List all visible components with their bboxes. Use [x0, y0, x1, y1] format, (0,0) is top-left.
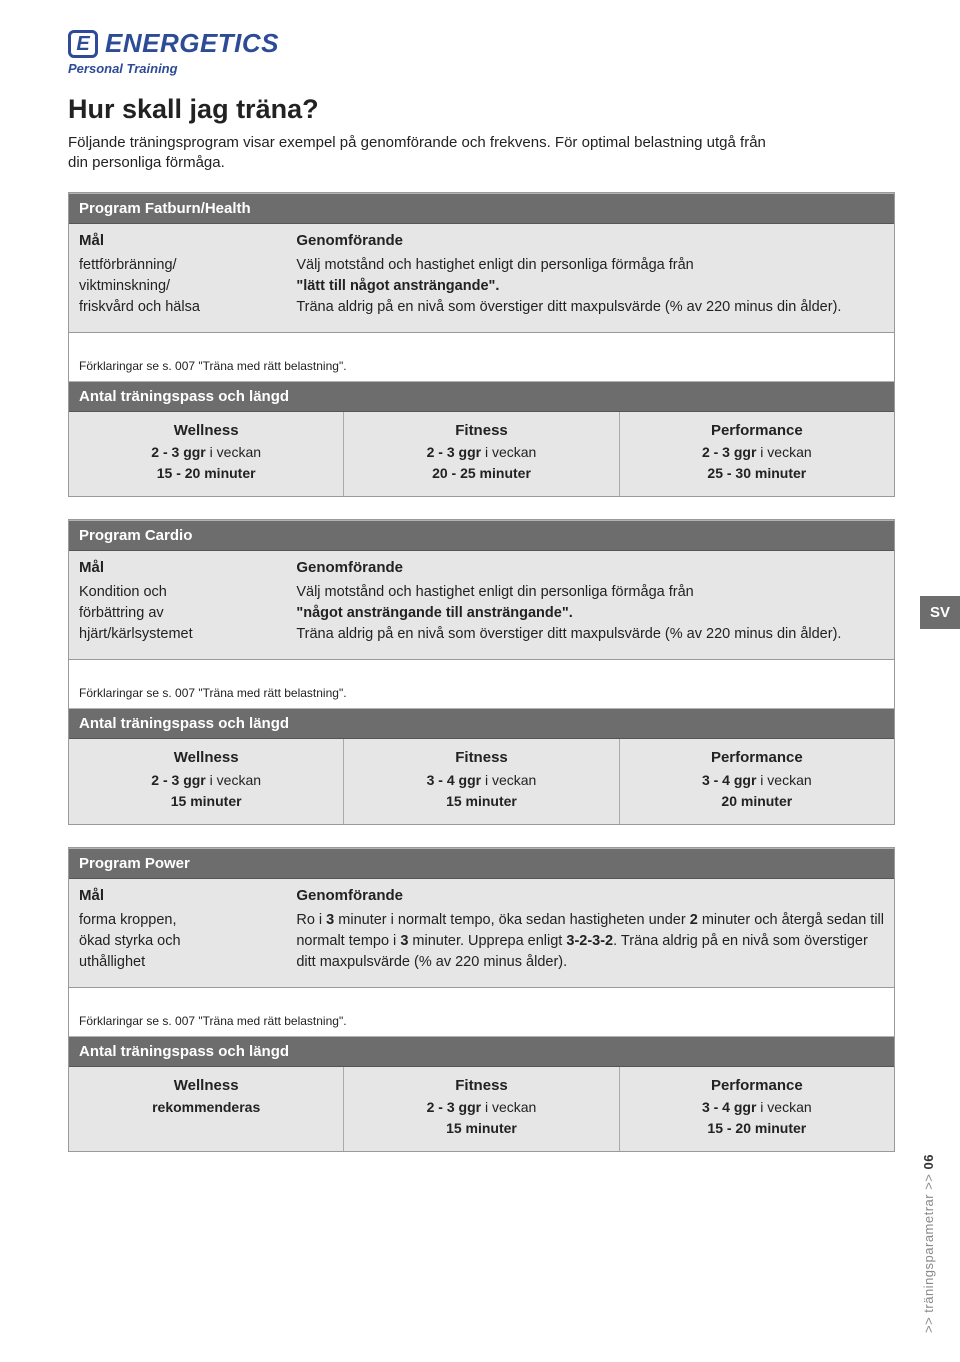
- level-name: Performance: [626, 747, 888, 770]
- level-name: Fitness: [350, 1075, 612, 1098]
- program-footnote: Förklaringar se s. 007 "Träna med rätt b…: [69, 333, 894, 381]
- goal-text: fettförbränning/viktminskning/friskvård …: [79, 255, 286, 318]
- level-cell: Performance3 - 4 ggr i veckan 15 - 20 min…: [619, 1067, 894, 1152]
- level-name: Wellness: [75, 1075, 337, 1098]
- program-footnote: Förklaringar se s. 007 "Träna med rätt b…: [69, 660, 894, 708]
- program-title-bar: Program Fatburn/Health: [69, 193, 894, 224]
- level-duration: 15 minuter: [75, 791, 337, 812]
- logo-mark-icon: E: [68, 30, 98, 58]
- level-name: Wellness: [75, 747, 337, 770]
- page-title: Hur skall jag träna?: [68, 94, 895, 125]
- sessions-header-bar: Antal träningspass och längd: [69, 1036, 894, 1067]
- level-duration: 15 minuter: [350, 1118, 612, 1139]
- level-frequency: 2 - 3 ggr i veckan: [427, 444, 537, 460]
- level-duration: 20 minuter: [626, 791, 888, 812]
- level-cell: Fitness2 - 3 ggr i veckan 15 minuter: [343, 1067, 618, 1152]
- execution-heading: Genomförande: [296, 559, 884, 576]
- goal-text: Kondition ochförbättring avhjärt/kärlsys…: [79, 582, 286, 645]
- sessions-header-bar: Antal träningspass och längd: [69, 708, 894, 739]
- program-title-bar: Program Cardio: [69, 520, 894, 551]
- level-frequency: rekommenderas: [152, 1099, 260, 1115]
- sessions-header-bar: Antal träningspass och längd: [69, 381, 894, 412]
- program-block: Program Cardio Mål Kondition ochförbättrin…: [68, 519, 895, 825]
- program-title-bar: Program Power: [69, 848, 894, 879]
- page-container: E ENERGETICS Personal Training Hur skall…: [0, 0, 960, 1214]
- program-goal-exec-row: Mål fettförbränning/viktminskning/friskvå…: [69, 224, 894, 333]
- sessions-levels-row: Wellness2 - 3 ggr i veckan15 - 20 minute…: [69, 412, 894, 497]
- level-duration: 15 minuter: [350, 791, 612, 812]
- level-name: Wellness: [75, 420, 337, 443]
- level-cell: Wellnessrekommenderas: [69, 1067, 343, 1152]
- program-goal-exec-row: Mål Kondition ochförbättring avhjärt/kärl…: [69, 551, 894, 660]
- brand-logo: E ENERGETICS Personal Training: [68, 28, 895, 76]
- execution-text: Välj motstånd och hastighet enligt din p…: [296, 582, 884, 645]
- goal-heading: Mål: [79, 559, 286, 576]
- program-goal-exec-row: Mål forma kroppen,ökad styrka ochuthållig…: [69, 879, 894, 988]
- sessions-levels-row: WellnessrekommenderasFitness2 - 3 ggr i …: [69, 1067, 894, 1152]
- level-frequency: 3 - 4 ggr i veckan: [702, 772, 812, 788]
- level-cell: Performance 3 - 4 ggr i veckan 20 minuter: [619, 739, 894, 824]
- level-duration: 15 - 20 minuter: [75, 463, 337, 484]
- execution-text: Välj motstånd och hastighet enligt din p…: [296, 255, 884, 318]
- logo-tagline: Personal Training: [68, 61, 895, 76]
- side-page-label: >> träningsparametrar >> 06: [921, 1154, 936, 1333]
- execution-heading: Genomförande: [296, 887, 884, 904]
- level-name: Fitness: [350, 420, 612, 443]
- execution-heading: Genomförande: [296, 232, 884, 249]
- level-cell: Wellness2 - 3 ggr i veckan 15 - 20 minute…: [69, 412, 343, 497]
- language-tab: SV: [920, 596, 960, 629]
- sessions-levels-row: Wellness2 - 3 ggr i veckan15 minuterFitn…: [69, 739, 894, 824]
- intro-paragraph: Följande träningsprogram visar exempel p…: [68, 133, 788, 174]
- logo-wordmark: ENERGETICS: [105, 28, 279, 59]
- level-duration: 20 - 25 minuter: [350, 463, 612, 484]
- goal-heading: Mål: [79, 232, 286, 249]
- program-block: Program Power Mål forma kroppen,ökad styrk…: [68, 847, 895, 1153]
- level-duration: 15 - 20 minuter: [626, 1118, 888, 1139]
- level-frequency: 2 - 3 ggr i veckan: [702, 444, 812, 460]
- level-name: Performance: [626, 1075, 888, 1098]
- level-frequency: 2 - 3 ggr i veckan: [151, 444, 261, 460]
- program-footnote: Förklaringar se s. 007 "Träna med rätt b…: [69, 988, 894, 1036]
- program-block: Program Fatburn/Health Mål fettförbränning…: [68, 192, 895, 498]
- level-frequency: 2 - 3 ggr i veckan: [427, 1099, 537, 1115]
- level-cell: Fitness 3 - 4 ggr i veckan 15 minuter: [343, 739, 618, 824]
- level-frequency: 3 - 4 ggr i veckan: [427, 772, 537, 788]
- level-duration: 25 - 30 minuter: [626, 463, 888, 484]
- level-frequency: 3 - 4 ggr i veckan: [702, 1099, 812, 1115]
- level-cell: Performance2 - 3 ggr i veckan 25 - 30 min…: [619, 412, 894, 497]
- level-name: Fitness: [350, 747, 612, 770]
- goal-heading: Mål: [79, 887, 286, 904]
- level-name: Performance: [626, 420, 888, 443]
- level-cell: Wellness 2 - 3 ggr i veckan 15 minuter: [69, 739, 343, 824]
- level-cell: Fitness2 - 3 ggr i veckan 20 - 25 minuter: [343, 412, 618, 497]
- level-frequency: 2 - 3 ggr i veckan: [151, 772, 261, 788]
- goal-text: forma kroppen,ökad styrka ochuthållighet: [79, 910, 286, 973]
- execution-text: Ro i 3 minuter i normalt tempo, öka seda…: [296, 910, 884, 973]
